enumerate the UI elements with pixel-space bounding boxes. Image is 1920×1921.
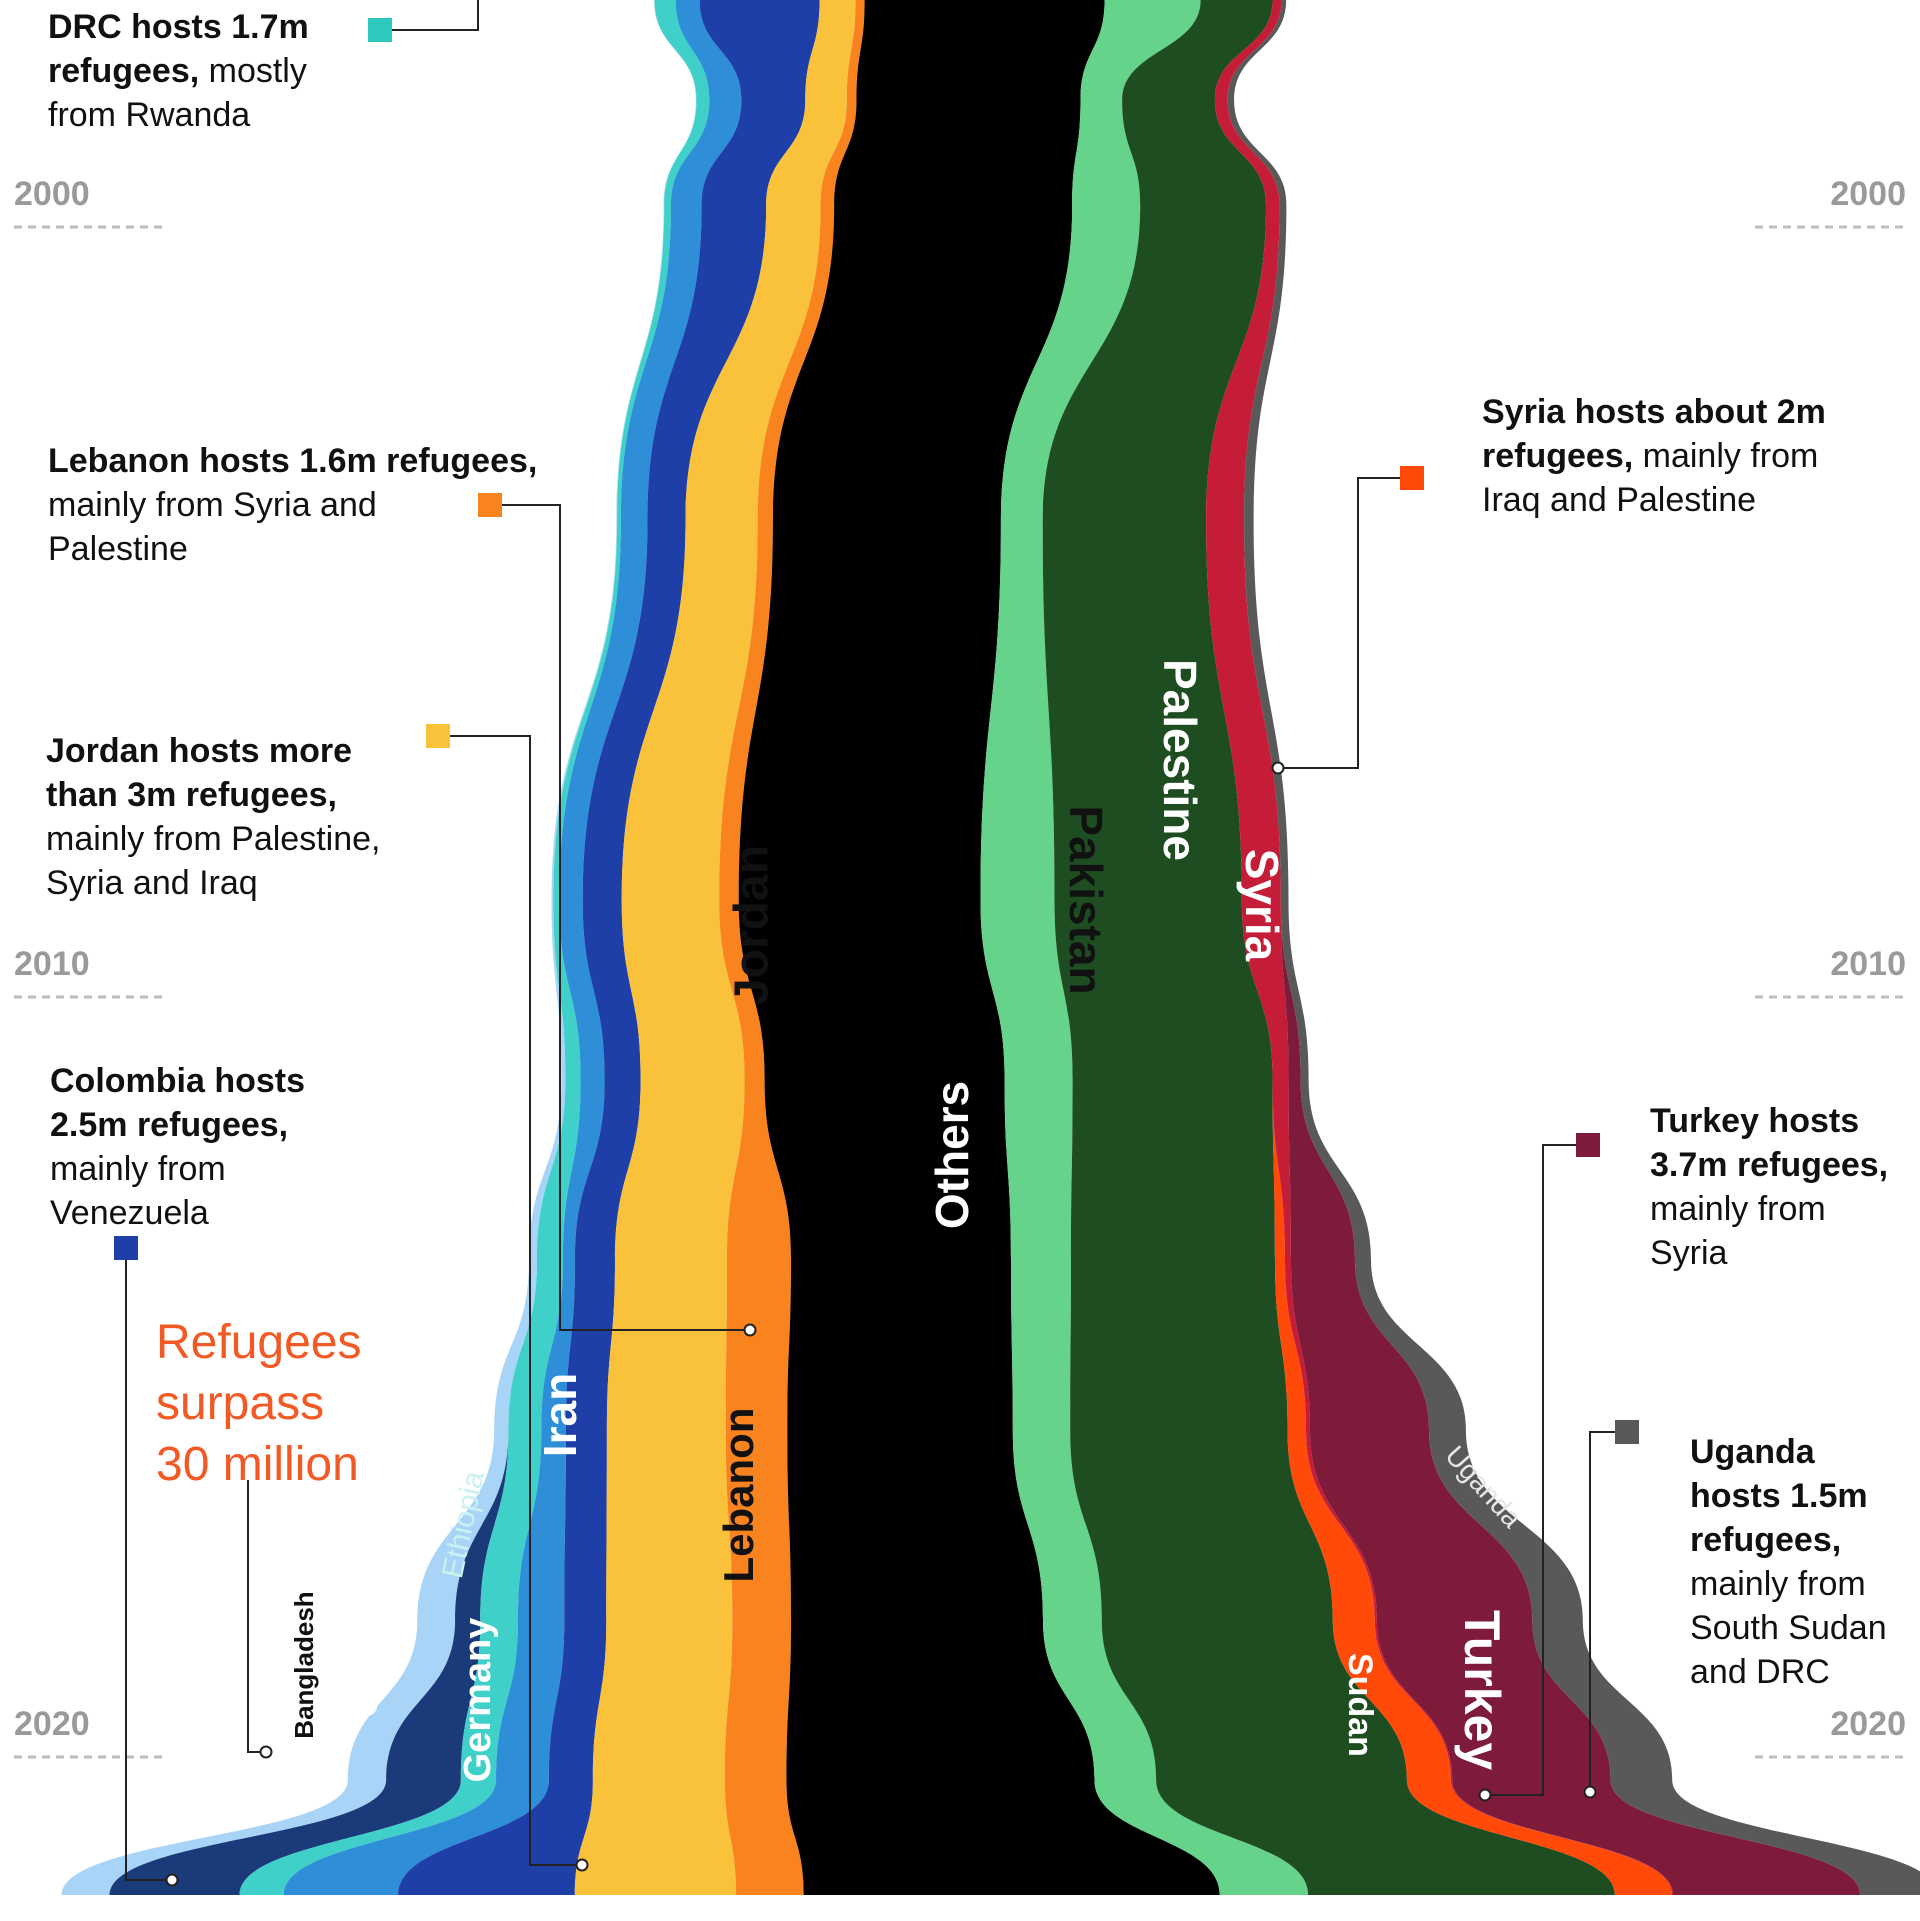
band-labels: Bangladesh ColombiaEthiopiaGermanyIranJor… bbox=[289, 659, 1528, 1782]
annotation-jordan: Jordan hosts more than 3m refugees, mainly… bbox=[46, 732, 380, 902]
band-label-lebanon: Lebanon bbox=[715, 1408, 762, 1583]
leader-turkey bbox=[1485, 1144, 1576, 1796]
annotation-turkey: Turkey hosts 3.7m refugees, mainly from Syr… bbox=[1650, 1102, 1888, 1272]
annotation-colombia: Colombia hosts 2.5m refugees, mainly from V… bbox=[50, 1062, 305, 1232]
leader-headline bbox=[247, 1480, 266, 1753]
band-label-palestine: Palestine bbox=[1154, 659, 1206, 861]
year-label-left-2010: 2010 bbox=[14, 945, 90, 983]
marker-turkey bbox=[1576, 1133, 1600, 1157]
annotation-syria: Syria hosts about 2m refugees, mainly fro… bbox=[1482, 393, 1826, 519]
marker-syria bbox=[1400, 466, 1424, 490]
leader-syria bbox=[1278, 477, 1400, 769]
band-label-turkey: Turkey bbox=[1454, 1610, 1510, 1770]
band-label-syria: Syria bbox=[1236, 849, 1288, 962]
annotation-texts: DRC hosts 1.7m refugees, mostly from Rwand… bbox=[46, 8, 1888, 1691]
leader-uganda bbox=[1589, 1431, 1615, 1792]
band-label-sudan: Sudan bbox=[1341, 1653, 1379, 1757]
band-turkey bbox=[1227, 0, 1861, 1895]
band-others bbox=[738, 0, 1220, 1895]
dot-jordan bbox=[575, 1858, 589, 1872]
band-pakistan bbox=[980, 0, 1309, 1895]
leader-drc bbox=[392, 0, 479, 31]
dot-syria bbox=[1271, 761, 1285, 775]
band-label-iran: Iran bbox=[534, 1373, 586, 1457]
marker-jordan bbox=[426, 724, 450, 748]
dot-colombia bbox=[165, 1873, 179, 1887]
band-germany bbox=[283, 0, 742, 1895]
band-label-jordan: Jordan bbox=[726, 845, 779, 1005]
annotation-leaders bbox=[114, 0, 1639, 1887]
marker-drc bbox=[368, 18, 392, 42]
year-label-left-2020: 2020 bbox=[14, 1705, 90, 1743]
marker-colombia bbox=[114, 1236, 138, 1260]
band-label-bangladesh: Bangladesh bbox=[289, 1591, 319, 1738]
year-label-left-2000: 2000 bbox=[14, 175, 90, 213]
marker-uganda bbox=[1615, 1420, 1639, 1444]
band-label-others: Others bbox=[926, 1081, 978, 1229]
band-palestine bbox=[1042, 0, 1615, 1895]
year-label-right-2000: 2000 bbox=[1830, 175, 1906, 213]
leader-colombia bbox=[125, 1260, 172, 1881]
year-gridlines: 2000 2000 2010 2010 2020 2020 bbox=[14, 175, 1906, 1759]
dot-turkey bbox=[1478, 1788, 1492, 1802]
annotation-uganda: Uganda hosts 1.5m refugees, mainly from Sout… bbox=[1690, 1433, 1887, 1691]
band-label-colombia: Colombia bbox=[347, 1561, 385, 1717]
stream-bands bbox=[61, 0, 1920, 1895]
leader-jordan bbox=[450, 735, 582, 1866]
band-lebanon bbox=[719, 0, 865, 1895]
band-label-pakistan: Pakistan bbox=[1060, 805, 1112, 994]
headline: Refugees surpass 30 million bbox=[156, 1316, 361, 1491]
year-label-right-2010: 2010 bbox=[1830, 945, 1906, 983]
dot-uganda bbox=[1583, 1785, 1597, 1799]
annotation-lebanon: Lebanon hosts 1.6m refugees, mainly from … bbox=[48, 442, 537, 568]
annotation-drc: DRC hosts 1.7m refugees, mostly from Rwand… bbox=[48, 8, 309, 134]
dot-lebanon bbox=[743, 1323, 757, 1337]
band-label-germany: Germany bbox=[457, 1618, 499, 1783]
band-jordan bbox=[574, 0, 856, 1895]
band-iran bbox=[398, 0, 820, 1895]
dot-headline bbox=[259, 1745, 273, 1759]
marker-lebanon bbox=[478, 493, 502, 517]
leader-lebanon bbox=[502, 504, 750, 1331]
year-label-right-2020: 2020 bbox=[1830, 1705, 1906, 1743]
